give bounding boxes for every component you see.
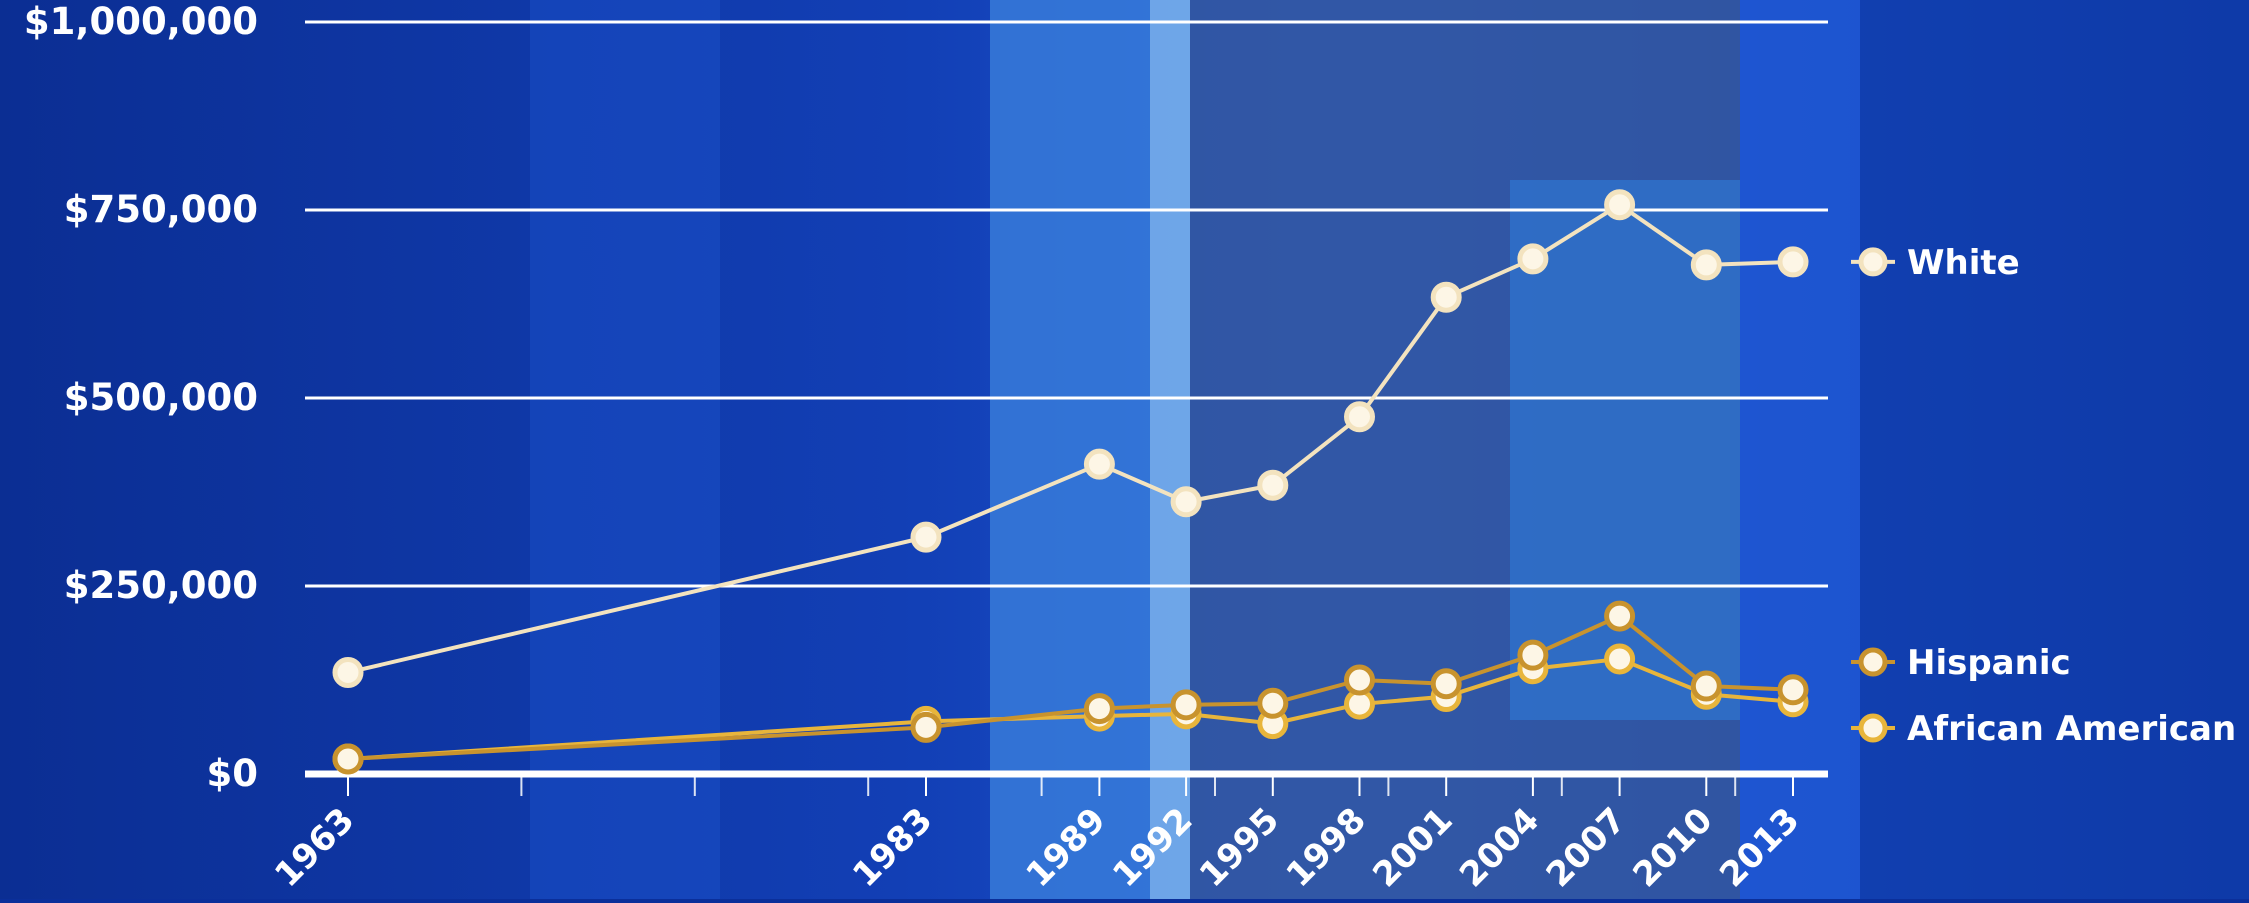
data-point — [1257, 687, 1289, 719]
data-point — [1170, 689, 1202, 721]
data-point — [332, 743, 364, 775]
data-point — [910, 711, 942, 743]
y-tick-label: $500,000 — [64, 376, 258, 419]
y-tick-label: $250,000 — [64, 564, 258, 607]
legend-label: African American — [1907, 709, 2236, 749]
gridlines — [305, 20, 1828, 778]
data-point — [1777, 246, 1809, 278]
data-point — [1604, 600, 1636, 632]
data-point — [1430, 281, 1462, 313]
y-tick-label: $750,000 — [64, 188, 258, 231]
y-axis: $0 $250,000 $500,000 $750,000 $1,000,000 — [24, 0, 258, 795]
data-point — [1170, 486, 1202, 518]
data-point — [1604, 189, 1636, 221]
legend-marker — [1858, 647, 1888, 677]
data-point — [1083, 693, 1115, 725]
data-point — [1344, 401, 1375, 433]
y-tick-label: $1,000,000 — [24, 0, 258, 43]
data-point — [1777, 674, 1809, 706]
legend: White Hispanic African American — [1851, 243, 2236, 749]
y-tick-label: $0 — [207, 752, 259, 795]
data-point — [1690, 670, 1722, 702]
legend-label: Hispanic — [1907, 643, 2071, 683]
data-point — [332, 656, 364, 688]
legend-label: White — [1907, 243, 2020, 283]
legend-marker — [1858, 713, 1888, 743]
data-point — [1690, 249, 1722, 281]
data-point — [1604, 643, 1636, 675]
data-point — [1517, 243, 1549, 275]
legend-marker — [1858, 247, 1888, 277]
data-point — [1430, 668, 1462, 700]
data-point — [1257, 469, 1289, 501]
data-point — [1517, 639, 1549, 671]
data-point — [910, 521, 942, 553]
data-point — [1083, 448, 1115, 480]
series — [332, 189, 1809, 775]
data-point — [1344, 664, 1375, 696]
